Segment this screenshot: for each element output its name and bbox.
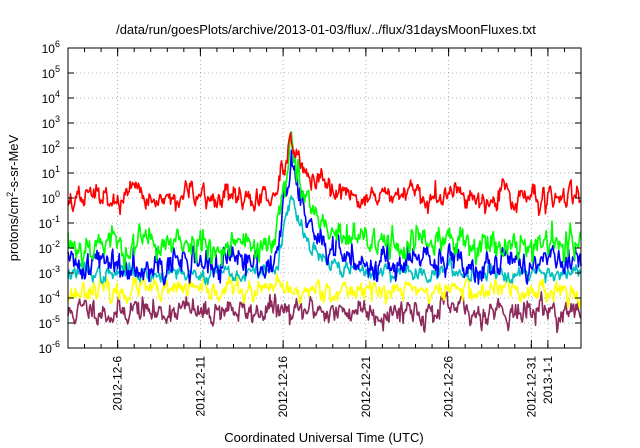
y-tick-label: 100 (42, 189, 60, 206)
y-tick-label: 104 (42, 89, 60, 106)
y-tick-label: 103 (42, 114, 60, 131)
x-tick-label: 2012-12-21 (359, 356, 373, 418)
x-tick-label: 2012-12-11 (193, 356, 207, 417)
y-tick-label: 105 (42, 64, 60, 81)
y-tick-label: 106 (42, 39, 60, 56)
x-tick-label: 2012-12-31 (524, 356, 538, 418)
x-tick-label: 2012-12-6 (111, 356, 125, 411)
series-line-1 (67, 291, 582, 334)
series-line-6 (67, 132, 582, 216)
y-tick-label: 10-3 (39, 264, 60, 281)
y-tick-label: 10-4 (39, 289, 60, 306)
y-tick-label: 10-5 (39, 314, 60, 331)
y-axis-label: protons/cm2-s-sr-MeV (5, 134, 21, 261)
y-tick-label: 10-2 (39, 239, 60, 256)
x-tick-label: 2012-12-16 (276, 356, 290, 418)
x-axis-label: Coordinated Universal Time (UTC) (224, 430, 423, 445)
series-line-3 (67, 195, 582, 286)
y-tick-label: 101 (42, 164, 60, 181)
axis-ticks: 10-6 10-5 10-4 10-3 10-2 10-1 100 101 102 103 104 1… (39, 39, 582, 418)
y-tick-label: 10-6 (39, 339, 60, 356)
series-line-5 (67, 131, 582, 271)
series-layer (67, 131, 582, 334)
series-line-2 (67, 273, 582, 309)
y-tick-label: 102 (42, 139, 60, 156)
grid (68, 47, 581, 349)
y-tick-label: 10-1 (39, 214, 60, 231)
series-line-4 (67, 149, 582, 286)
x-tick-label: 2013-1-1 (541, 356, 555, 404)
chart-title: /data/run/goesPlots/archive/2013-01-03/f… (116, 22, 536, 37)
x-tick-label: 2012-12-26 (442, 356, 456, 418)
